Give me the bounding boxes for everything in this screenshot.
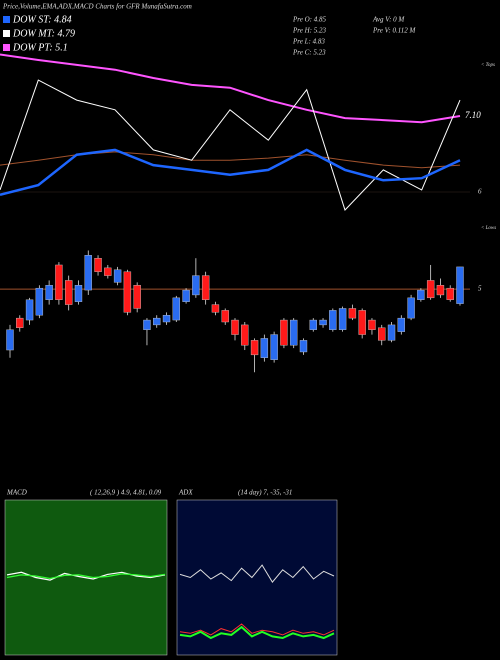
candle-body <box>319 319 327 326</box>
line-series <box>0 79 461 211</box>
candle-body <box>221 310 229 323</box>
candle-body <box>45 285 53 300</box>
info-text: Pre H: 5.23 <box>292 27 326 35</box>
info-text: Pre C: 5.23 <box>292 49 326 57</box>
candle-body <box>123 271 132 313</box>
candle-body <box>143 319 151 330</box>
y-tick-label: 6 <box>478 188 482 196</box>
candle-body <box>162 315 171 323</box>
line-series <box>179 564 335 583</box>
candle-body <box>133 285 141 309</box>
tops-label: < Tops <box>481 63 495 68</box>
candle-body <box>16 317 24 328</box>
lows-label: < Lows <box>481 226 496 231</box>
candle-body <box>338 308 347 330</box>
info-text: Avg V: 0 M <box>372 16 405 24</box>
candle-body <box>358 310 366 335</box>
candle-body <box>348 308 357 319</box>
candle-body <box>153 317 161 326</box>
candle-body <box>407 297 415 319</box>
chart-title: Price,Volume,EMA,ADX,MACD Charts for GFR… <box>2 3 192 11</box>
y-tick-label: 5 <box>478 285 482 293</box>
candle-body <box>299 340 308 353</box>
candle-body <box>280 319 288 346</box>
candle-body <box>182 289 190 302</box>
candle-body <box>25 299 34 321</box>
candle-body <box>417 289 425 300</box>
candle-body <box>378 327 386 341</box>
line-series <box>0 148 461 197</box>
legend-label: DOW MT: 4.79 <box>12 28 75 39</box>
candle-body <box>211 304 220 313</box>
adx-title: ADX <box>178 489 193 497</box>
candle-body <box>436 285 445 296</box>
candle-body <box>329 310 337 330</box>
adx-panel <box>176 499 338 656</box>
adx-params: (14 day) 7, -35, -31 <box>238 489 292 497</box>
candle-body <box>74 285 83 302</box>
candle-body <box>289 319 298 346</box>
line-series <box>0 53 461 124</box>
line-series <box>6 573 166 580</box>
candle-body <box>94 258 102 272</box>
candle-body <box>260 338 269 358</box>
last-value-label: 7.10 <box>465 110 481 120</box>
line-series <box>6 571 166 581</box>
candle-body <box>84 255 92 291</box>
candle-body <box>55 264 63 300</box>
candle-body <box>35 287 44 316</box>
candle-body <box>241 324 249 346</box>
legend-swatch <box>3 44 10 51</box>
candle-body <box>231 319 239 335</box>
legend-label: DOW ST: 4.84 <box>12 14 72 25</box>
legend-swatch <box>3 30 10 37</box>
candle-body <box>192 275 200 296</box>
candle-body <box>172 297 181 321</box>
candle-body <box>456 266 464 304</box>
macd-title: MACD <box>6 489 27 497</box>
info-text: Pre V: 0.112 M <box>372 27 416 35</box>
legend-label: DOW PT: 5.1 <box>12 42 68 53</box>
line-series <box>179 623 335 636</box>
candle-body <box>446 287 454 300</box>
candle-body <box>64 280 73 305</box>
legend-swatch <box>3 16 10 23</box>
info-text: Pre L: 4.83 <box>292 38 325 46</box>
macd-params: ( 12,26,9 ) 4.9, 4.81, 0.09 <box>90 489 162 497</box>
candle-body <box>368 319 376 330</box>
candle-body <box>250 340 259 356</box>
candle-body <box>426 280 435 299</box>
candle-body <box>397 317 406 332</box>
candle-body <box>201 275 210 300</box>
candle-body <box>270 334 278 360</box>
candle-body <box>113 269 122 283</box>
candle-body <box>6 329 14 351</box>
candle-body <box>309 319 317 330</box>
candle-body <box>387 324 396 341</box>
candle-body <box>104 267 112 276</box>
info-text: Pre O: 4.85 <box>292 16 326 24</box>
line-series <box>179 625 335 640</box>
